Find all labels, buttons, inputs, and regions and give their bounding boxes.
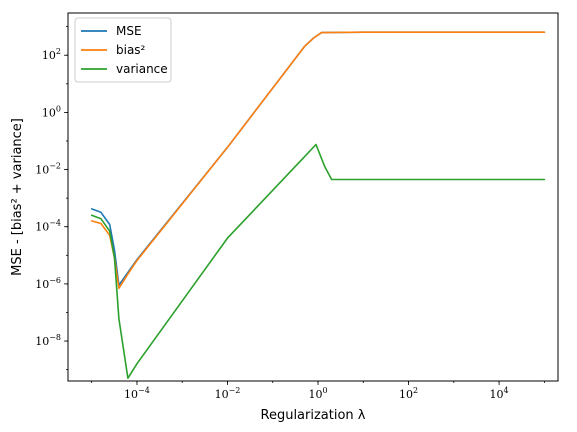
x-tick-label: 100 bbox=[308, 386, 327, 401]
y-tick-label: 10−6 bbox=[35, 276, 61, 291]
x-axis-label: Regularization λ bbox=[261, 408, 366, 423]
legend-box bbox=[74, 17, 172, 83]
series-layer bbox=[90, 31, 546, 380]
y-tick-label: 10−4 bbox=[35, 219, 61, 234]
y-tick-label: 102 bbox=[42, 47, 61, 62]
y-tick-label: 10−2 bbox=[35, 162, 61, 177]
tick-layer: 10−4 10−2 100 102 104 10−8 10−6 10−4 10−2 100 102 bbox=[35, 26, 545, 401]
y-tick-label: 10−8 bbox=[35, 333, 61, 348]
y-tick-label: 100 bbox=[42, 104, 61, 119]
series-line-variance bbox=[90, 143, 546, 380]
legend-label-mse: MSE bbox=[116, 24, 142, 38]
x-tick-label: 104 bbox=[490, 386, 509, 401]
y-axis-label: MSE - [bias² + variance] bbox=[10, 118, 25, 276]
legend-label-variance: variance bbox=[116, 62, 168, 76]
legend-label-bias: bias² bbox=[116, 43, 146, 57]
x-tick-label: 10−4 bbox=[124, 386, 150, 401]
legend: MSE bias² variance bbox=[74, 17, 172, 83]
x-tick-label: 102 bbox=[399, 386, 418, 401]
x-tick-label: 10−2 bbox=[215, 386, 241, 401]
plot-frame bbox=[67, 12, 559, 382]
